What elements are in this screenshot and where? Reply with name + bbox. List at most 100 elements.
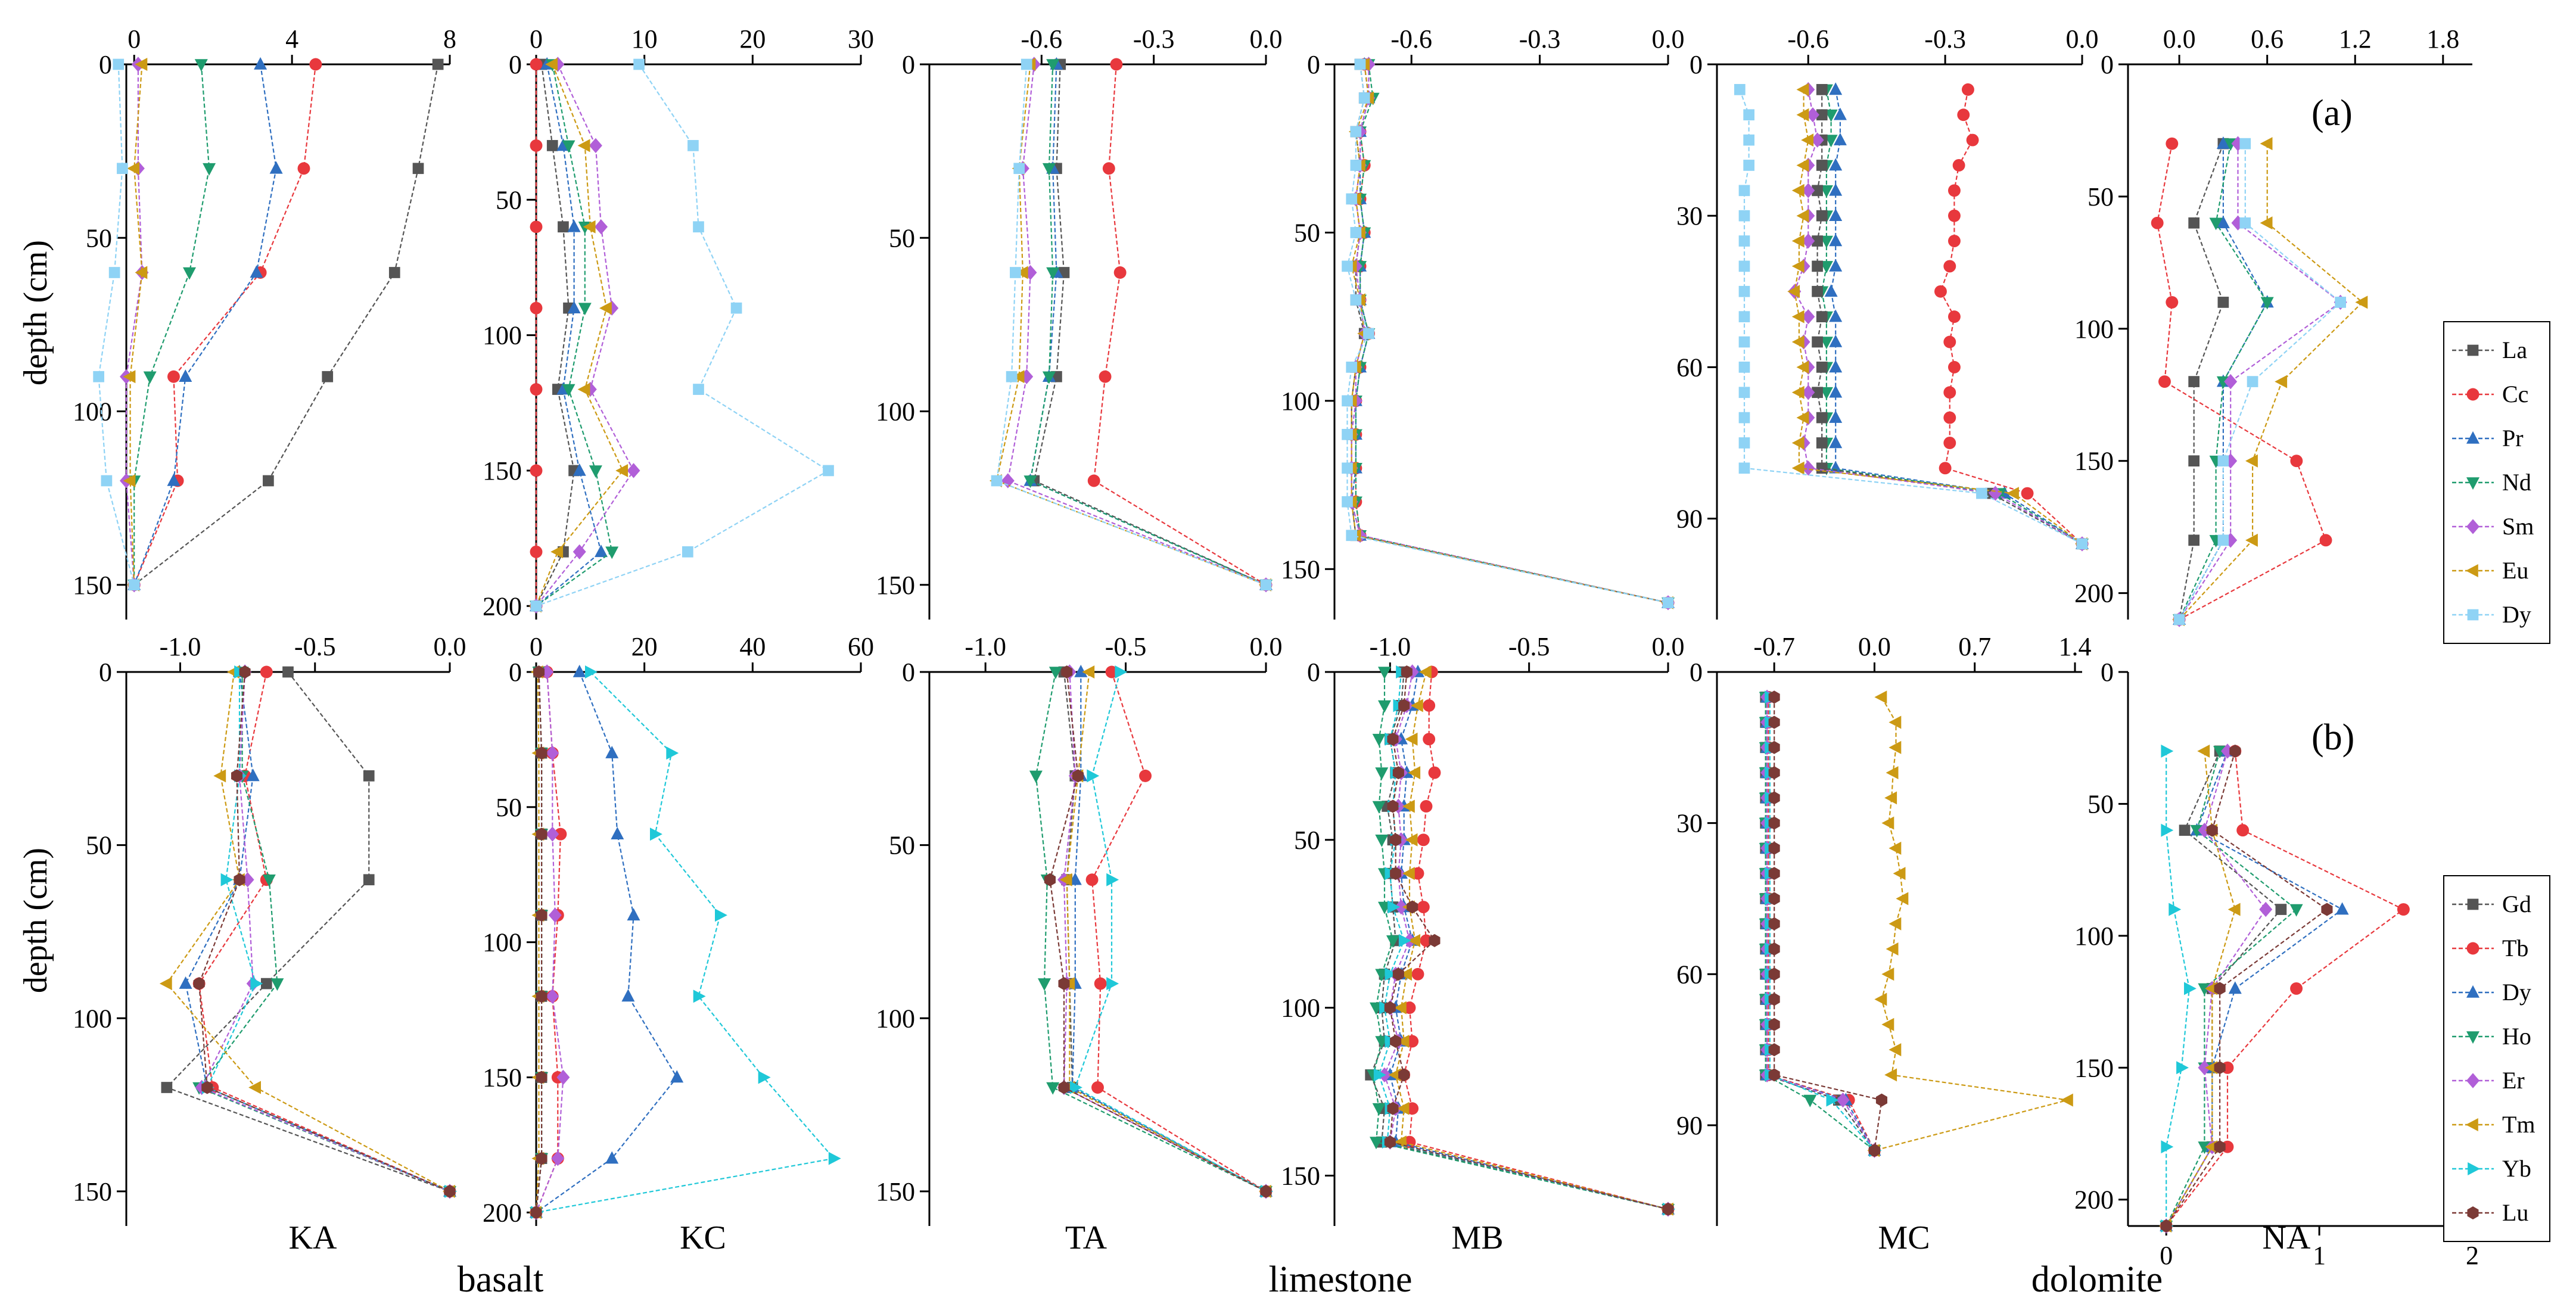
data-point bbox=[1042, 371, 1056, 384]
data-point bbox=[530, 600, 542, 612]
y-tick-label: 30 bbox=[1676, 201, 1703, 231]
data-point bbox=[1072, 769, 1084, 783]
data-point bbox=[2166, 137, 2179, 150]
series-line bbox=[1378, 671, 1669, 1210]
data-point bbox=[687, 140, 699, 151]
data-point bbox=[1939, 462, 1952, 475]
data-point bbox=[1802, 309, 1815, 325]
x-tick-label: -0.3 bbox=[1924, 24, 1966, 54]
x-tick-label: 30 bbox=[848, 24, 874, 54]
x-tick-label: 60 bbox=[848, 632, 874, 661]
y-tick-label: 90 bbox=[1676, 505, 1703, 534]
legend-label: Tm bbox=[2502, 1111, 2535, 1138]
legend-label: Tb bbox=[2502, 935, 2528, 961]
data-point bbox=[1824, 284, 1838, 297]
data-point bbox=[1372, 801, 1386, 814]
legend-marker bbox=[2466, 942, 2479, 955]
data-point bbox=[536, 1152, 547, 1165]
subplot-a-MC: 0 30 60 90 -0.6 -0.3 0.0 bbox=[1676, 24, 2099, 620]
legend-label: La bbox=[2502, 337, 2527, 363]
y-tick-label: 0 bbox=[509, 658, 522, 687]
data-point bbox=[1768, 1017, 1780, 1031]
data-point bbox=[1738, 437, 1750, 449]
data-point bbox=[1407, 900, 1418, 914]
data-point bbox=[1738, 260, 1750, 272]
data-point bbox=[2229, 744, 2241, 758]
data-point bbox=[2245, 454, 2258, 468]
legend-label: Dy bbox=[2502, 601, 2531, 628]
data-point bbox=[1829, 234, 1843, 247]
data-point bbox=[1387, 900, 1401, 914]
data-point bbox=[1418, 665, 1432, 679]
series-line bbox=[1346, 64, 1669, 603]
data-point bbox=[1342, 462, 1353, 474]
legend-marker bbox=[2468, 1162, 2481, 1175]
legend-label: Nd bbox=[2502, 469, 2531, 496]
series-line bbox=[995, 64, 1267, 586]
subplot-a-TA: 0 50 100 150 -0.6 -0.3 0.0 bbox=[876, 24, 1283, 620]
data-point bbox=[1738, 412, 1750, 424]
y-axis-label-top: depth (cm) bbox=[17, 240, 54, 385]
data-point bbox=[551, 1150, 565, 1166]
data-point bbox=[536, 989, 547, 1003]
x-tick-label: 20 bbox=[631, 632, 658, 661]
y-tick-label: 200 bbox=[483, 1198, 522, 1227]
x-tick-label: 0.0 bbox=[1652, 632, 1685, 661]
group-label-dolomite: dolomite bbox=[2031, 1259, 2163, 1300]
data-point bbox=[1405, 833, 1418, 847]
x-tick-label: -0.3 bbox=[1519, 24, 1561, 54]
group-label-basalt: basalt bbox=[458, 1259, 544, 1300]
data-point bbox=[135, 58, 148, 71]
x-tick-label: 0.0 bbox=[1652, 24, 1685, 54]
data-point bbox=[1743, 134, 1754, 146]
x-tick-label: 0 bbox=[2160, 1241, 2173, 1270]
y-tick-label: 150 bbox=[483, 456, 522, 486]
y-tick-label: 200 bbox=[483, 592, 522, 621]
y-tick-label: 150 bbox=[483, 1063, 522, 1092]
series-line bbox=[1874, 696, 2068, 1152]
data-point bbox=[1399, 967, 1413, 981]
y-tick-label: 100 bbox=[2074, 922, 2114, 951]
legend-item: Tb bbox=[2452, 935, 2528, 961]
data-point bbox=[2206, 823, 2218, 837]
data-point bbox=[1386, 935, 1399, 948]
data-point bbox=[1829, 360, 1843, 373]
legend-item: Eu bbox=[2452, 557, 2528, 584]
data-point bbox=[1342, 260, 1353, 272]
legend-b: Gd Tb Dy Ho Er Tm Yb Lu bbox=[2443, 875, 2550, 1242]
data-point bbox=[562, 140, 575, 153]
data-point bbox=[1889, 715, 1902, 729]
series-line bbox=[185, 671, 450, 1192]
site-label-ka: KA bbox=[289, 1219, 337, 1256]
data-point bbox=[1816, 210, 1828, 222]
y-tick-label: 50 bbox=[496, 185, 522, 214]
data-point bbox=[1350, 294, 1362, 306]
series-line bbox=[1093, 64, 1267, 586]
data-point bbox=[1410, 699, 1423, 712]
y-tick-label: 100 bbox=[483, 321, 522, 350]
data-point bbox=[621, 989, 635, 1002]
y-tick-label: 50 bbox=[1294, 218, 1320, 247]
data-point bbox=[220, 873, 234, 886]
data-point bbox=[546, 745, 559, 761]
data-point bbox=[2166, 295, 2179, 309]
series-Lu bbox=[530, 665, 547, 1219]
data-point bbox=[715, 908, 727, 922]
data-point bbox=[1829, 82, 1843, 95]
y-tick-label: 200 bbox=[2074, 1185, 2114, 1215]
legend-label: Gd bbox=[2502, 891, 2531, 917]
legend-item: Pr bbox=[2452, 425, 2524, 452]
y-tick-label: 90 bbox=[1676, 1111, 1703, 1140]
data-point bbox=[1738, 285, 1750, 297]
data-point bbox=[2176, 1061, 2189, 1075]
data-point bbox=[1768, 942, 1780, 956]
data-point bbox=[1829, 259, 1843, 272]
data-point bbox=[650, 827, 662, 841]
series-line bbox=[1049, 671, 1267, 1192]
data-point bbox=[627, 463, 640, 478]
data-point bbox=[550, 545, 564, 559]
y-tick-label: 150 bbox=[876, 571, 915, 600]
series-line bbox=[536, 671, 835, 1213]
data-point bbox=[1398, 933, 1411, 947]
data-point bbox=[2260, 297, 2274, 310]
